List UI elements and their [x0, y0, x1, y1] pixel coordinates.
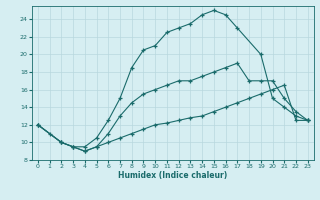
X-axis label: Humidex (Indice chaleur): Humidex (Indice chaleur): [118, 171, 228, 180]
